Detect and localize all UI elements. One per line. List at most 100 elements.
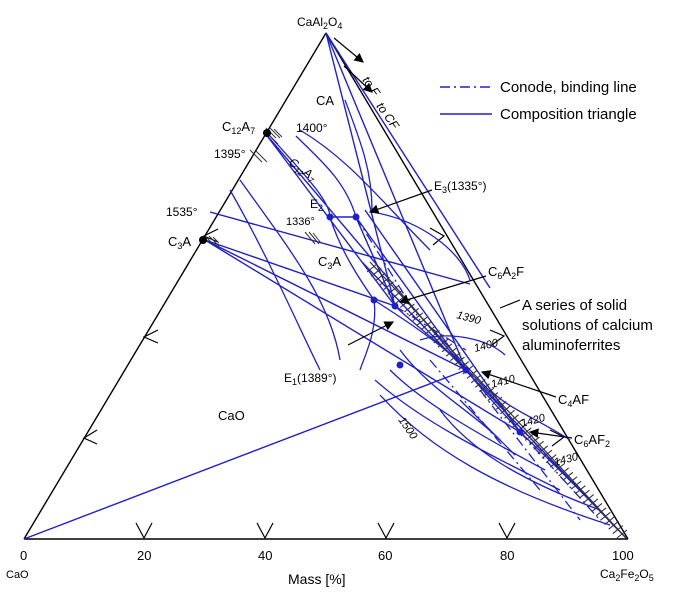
hatch-stroke	[404, 303, 415, 313]
label-e3: E3(1335°)	[434, 179, 487, 195]
left-ticks	[82, 228, 219, 445]
hatch-stroke	[429, 330, 440, 339]
point-e2	[326, 213, 334, 221]
annotation-line-2: solutions of calcium	[522, 317, 653, 334]
vertex-labels: CaAl2O4 CaO Ca2Fe2O5	[6, 15, 654, 583]
hatch-stroke	[587, 498, 599, 508]
point-c4af	[462, 366, 470, 374]
hatch-stroke	[374, 272, 386, 282]
hatch-stroke	[595, 507, 607, 517]
vertex-bottom-left: CaO	[6, 569, 29, 581]
tick-label-20: 20	[137, 548, 151, 563]
hatch-stroke	[412, 312, 424, 322]
direction-labels: to F to CF	[360, 74, 403, 133]
hatch-stroke	[370, 268, 382, 277]
hatch-stroke	[491, 396, 503, 406]
hatch-stroke	[562, 471, 574, 481]
hatch-stroke	[470, 374, 482, 384]
field-c3a: C3A	[318, 254, 341, 271]
field-cao: CaO	[218, 408, 245, 423]
bottom-ticks	[135, 522, 516, 540]
tick-label-100: 100	[612, 548, 634, 563]
hatch-stroke	[366, 263, 378, 273]
hatch-stroke	[608, 520, 620, 530]
isotherm-1390: 1390	[455, 309, 483, 327]
hatch-stroke	[591, 502, 603, 512]
hatch-stroke	[420, 321, 432, 331]
point-c3a	[199, 236, 207, 244]
legend-label-composition: Composition triangle	[500, 106, 637, 123]
legend: Conode, binding line Composition triangl…	[440, 79, 637, 123]
axis-title: Mass [%]	[288, 571, 346, 587]
label-arrows	[333, 37, 573, 439]
label-c6af2: C6AF2	[574, 432, 610, 449]
hatch-stroke	[583, 494, 595, 503]
hatch-stroke	[445, 347, 457, 357]
point-e3	[352, 213, 360, 221]
hatch-stroke	[541, 449, 553, 459]
hatch-stroke	[454, 356, 465, 366]
solid-solution-band	[361, 261, 628, 539]
label-c4af: C4AF	[558, 392, 589, 409]
point-labels: E1(1389°) E2 1336° E3(1335°)	[284, 179, 487, 387]
hatch-stroke	[599, 511, 611, 521]
hatch-stroke	[387, 285, 399, 295]
tick-label-80: 80	[500, 548, 514, 563]
hatch-stroke	[616, 529, 628, 539]
label-e1: E1(1389°)	[284, 371, 337, 387]
hatch-stroke	[533, 440, 545, 450]
triangle-outline	[23, 32, 629, 540]
point-a	[370, 296, 378, 304]
hatch-stroke	[379, 276, 390, 286]
hatch-stroke	[512, 418, 524, 428]
label-c6a2f: C6A2F	[488, 264, 524, 281]
hatch-stroke	[391, 290, 403, 300]
vertex-top: CaAl2O4	[297, 15, 342, 31]
hatch-stroke	[558, 467, 570, 477]
tick-label-0: 0	[20, 548, 27, 563]
hatch-stroke	[424, 325, 436, 335]
isotherm-1430: 1430	[553, 451, 581, 469]
annotation-line-1: A series of solid	[522, 297, 627, 314]
isotherm-1400: 1400	[473, 337, 501, 355]
point-c12a7	[263, 129, 271, 137]
axis-labels: 0 20 40 60 80 100 Mass [%]	[20, 548, 634, 587]
hatch-stroke	[408, 307, 420, 317]
minor-hatches	[204, 127, 322, 247]
tick-label-60: 60	[378, 548, 392, 563]
label-to-cf: to CF	[374, 100, 403, 133]
hatch-stroke	[479, 383, 490, 393]
hatch-stroke	[433, 334, 445, 344]
hatch-stroke	[537, 445, 549, 455]
hatch-stroke	[570, 480, 582, 490]
hatch-stroke	[449, 352, 461, 362]
hatch-stroke	[495, 401, 507, 410]
composition-lines	[23, 32, 521, 540]
point-c6af2	[516, 428, 524, 436]
vertex-bottom-right: Ca2Fe2O5	[600, 567, 654, 583]
hatch-stroke	[508, 414, 520, 424]
hatch-stroke	[549, 458, 561, 468]
hatch-stroke	[487, 392, 499, 401]
hatch-stroke	[604, 516, 615, 526]
hatch-stroke	[504, 409, 515, 419]
boundary-curves	[229, 99, 619, 531]
hatch-stroke	[499, 405, 511, 415]
hatch-stroke	[441, 343, 453, 353]
point-c6a2f	[391, 302, 399, 310]
temp-1400-top: 1400°	[296, 121, 328, 135]
hatch-stroke	[416, 316, 428, 326]
label-c12a7: C12A7	[222, 119, 255, 136]
hatch-stroke	[612, 525, 624, 534]
label-c3a: C3A	[168, 234, 191, 251]
hatch-stroke	[458, 361, 470, 370]
hatch-stroke	[579, 489, 590, 499]
annotation-line-3: aluminoferrites	[522, 337, 620, 354]
temperature-labels: 1400° 1395° 1535°	[166, 121, 328, 219]
label-e2-temp: 1336°	[286, 216, 315, 228]
legend-label-conode: Conode, binding line	[500, 79, 637, 96]
hatch-stroke	[554, 463, 565, 472]
hatch-stroke	[474, 378, 486, 388]
invariant-points	[199, 129, 524, 436]
